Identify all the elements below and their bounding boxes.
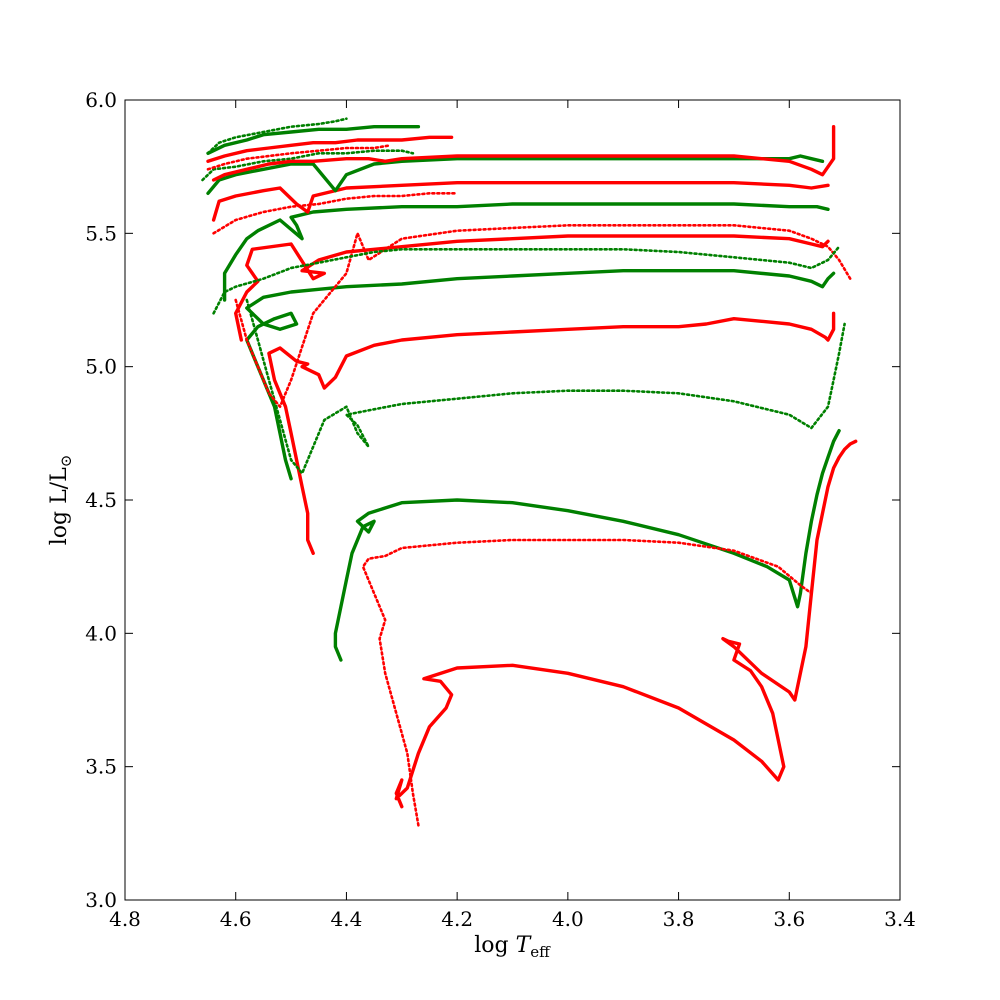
track-green-dotted-10: [212, 245, 841, 315]
x-tick-label: 4.0: [552, 907, 584, 931]
track-red-dotted-8: [234, 224, 852, 409]
y-tick-label: 3.5: [85, 755, 117, 779]
y-axis-ticks: 3.0 3.5 4.0 4.5 5.0 5.5 6.0: [85, 88, 900, 912]
track-red-solid-15: [211, 124, 836, 182]
track-red-solid-1: [394, 439, 858, 809]
track-red-dotted-12: [212, 192, 459, 235]
track-green-dotted-19: [206, 117, 348, 155]
track-green-solid-18: [206, 124, 421, 156]
y-tick-label: 5.5: [85, 221, 117, 245]
track-green-solid-5: [245, 269, 836, 481]
track-green-dotted-6: [245, 298, 846, 475]
x-axis-ticks: 4.8 4.6 4.4 4.2 4.0 3.8 3.6 3.4: [109, 100, 916, 931]
track-green-solid-2: [333, 429, 841, 662]
track-red-dotted-3: [361, 538, 813, 827]
y-tick-label: 6.0: [85, 88, 117, 112]
y-tick-label: 4.5: [85, 488, 117, 512]
y-axis-label: log L/L⊙: [47, 455, 75, 546]
track-green-dotted-14: [201, 149, 415, 182]
track-red-solid-7: [233, 234, 830, 342]
x-tick-label: 4.6: [220, 907, 252, 931]
x-tick-label: 4.8: [109, 907, 141, 931]
y-tick-label: 4.0: [85, 621, 117, 645]
evolutionary-tracks: [201, 117, 858, 827]
x-tick-label: 4.4: [331, 907, 363, 931]
track-red-solid-4: [267, 311, 836, 555]
x-axis-label: log Teff: [474, 933, 551, 961]
x-tick-label: 3.4: [884, 907, 916, 931]
plot-frame: [124, 99, 901, 901]
track-red-solid-11: [211, 180, 830, 222]
y-tick-label: 3.0: [85, 888, 117, 912]
x-tick-label: 3.8: [663, 907, 695, 931]
track-red-dotted-16: [206, 144, 393, 171]
track-green-solid-13: [206, 154, 825, 196]
x-tick-label: 3.6: [773, 907, 805, 931]
track-red-solid-17: [206, 135, 454, 164]
x-tick-label: 4.2: [441, 907, 473, 931]
y-tick-label: 5.0: [85, 355, 117, 379]
track-green-solid-9: [222, 202, 830, 302]
